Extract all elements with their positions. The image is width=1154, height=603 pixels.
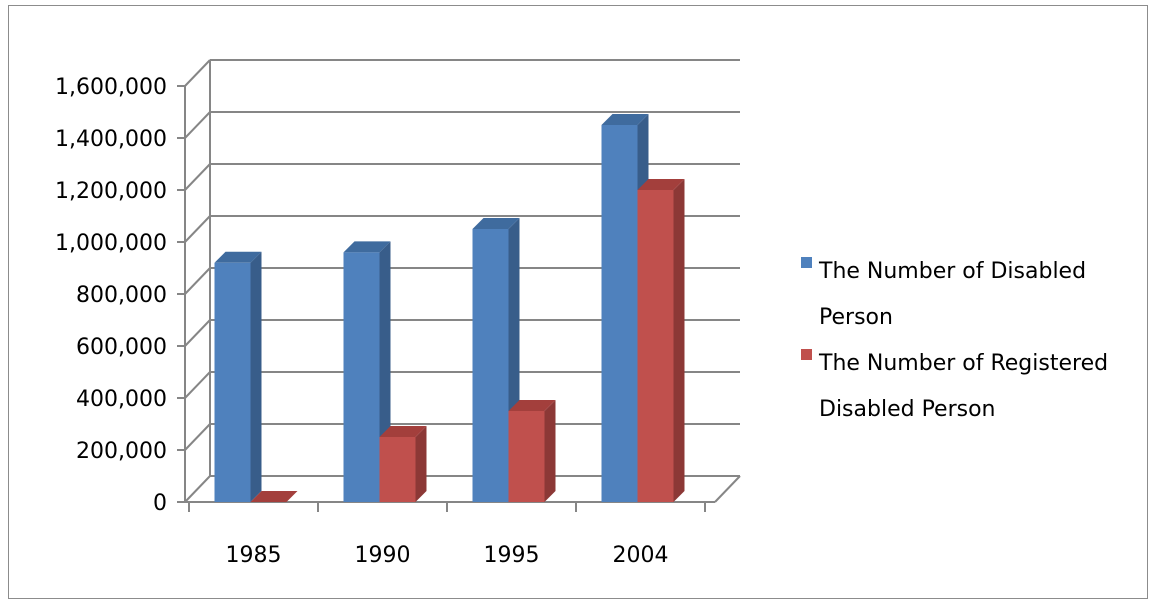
y-tick-label: 1,000,000 (55, 231, 167, 256)
bar-side (544, 400, 556, 502)
bar-top (508, 400, 556, 411)
floor-right-edge (714, 475, 741, 503)
bar-top (601, 114, 649, 125)
legend-label: Disabled Person (819, 397, 996, 422)
x-tick-label: 2004 (613, 543, 669, 568)
bar (379, 437, 416, 502)
bar (343, 252, 380, 502)
bar (214, 262, 251, 502)
chart-area: 0 200,000 400,000 600,000 800,000 1,000,000 1,… (8, 5, 1148, 599)
gridline-side (184, 59, 211, 87)
bar (601, 125, 638, 502)
gridline-side (184, 423, 211, 451)
y-tick-label: 600,000 (76, 335, 167, 360)
y-tick-label: 200,000 (76, 439, 167, 464)
bar-side (415, 426, 427, 502)
legend-label: The Number of Disabled (818, 259, 1086, 284)
bar-side (673, 179, 685, 502)
bar-side (250, 251, 262, 502)
bar-top (472, 218, 520, 229)
x-tick-label: 1995 (484, 543, 540, 568)
gridline-side (184, 475, 211, 503)
y-tick-label: 1,200,000 (55, 179, 167, 204)
gridline-side (184, 371, 211, 399)
y-tick-label: 0 (153, 491, 167, 516)
y-tick-label: 1,400,000 (55, 127, 167, 152)
gridline-side (184, 215, 211, 243)
bar (637, 190, 674, 502)
bar-top (250, 491, 298, 502)
legend-label: Person (819, 305, 893, 330)
gridline-side (184, 319, 211, 347)
gridline-side (184, 163, 211, 191)
bar (472, 229, 509, 502)
gridline-side (184, 267, 211, 295)
bar-chart: 0 200,000 400,000 600,000 800,000 1,000,000 1,… (55, 59, 1108, 568)
x-tick-label: 1990 (355, 543, 411, 568)
bar (508, 411, 545, 502)
x-tick-label: 1985 (226, 543, 282, 568)
gridline-side (184, 111, 211, 139)
y-tick-label: 1,600,000 (55, 75, 167, 100)
y-tick-label: 400,000 (76, 387, 167, 412)
legend-label: The Number of Registered (818, 351, 1108, 376)
y-tick-label: 800,000 (76, 283, 167, 308)
bar-top (343, 241, 391, 253)
legend-swatch (801, 349, 812, 360)
bar-top (214, 251, 262, 263)
bar-top (637, 179, 685, 190)
legend-swatch (801, 257, 812, 268)
bar-top (379, 426, 427, 437)
